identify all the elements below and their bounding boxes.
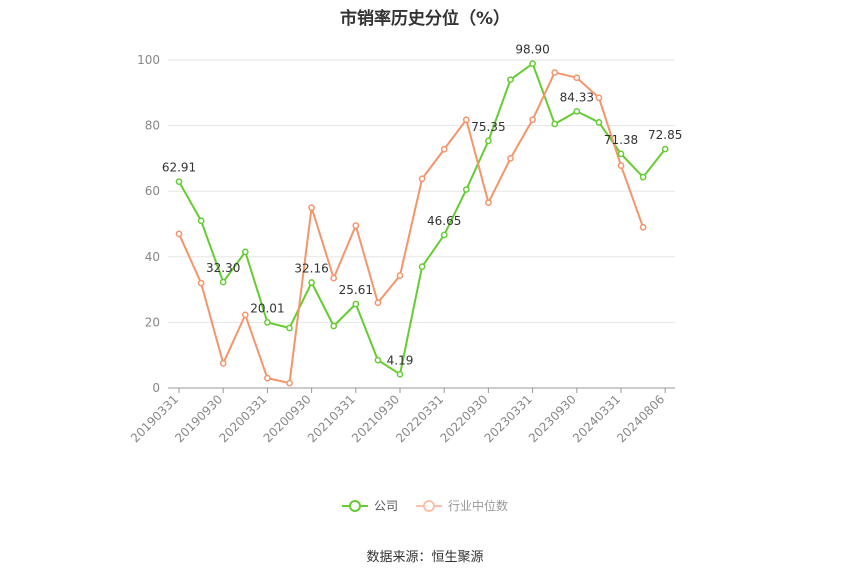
legend-label-company: 公司	[373, 499, 398, 513]
data-point	[440, 231, 448, 239]
data-point	[286, 379, 293, 387]
data-label: 98.90	[515, 43, 549, 57]
data-label: 25.61	[339, 283, 373, 297]
line-chart: 0 20 40 60 80 100 201903312019093020200331202…	[128, 43, 683, 446]
y-tick-label: 20	[145, 315, 160, 329]
data-point	[529, 60, 536, 67]
legend-swatch-industry-median	[416, 499, 442, 513]
data-label: 84.33	[560, 90, 594, 104]
x-axis: 2019033120190930202003312020093020210331…	[128, 387, 675, 445]
data-point	[573, 74, 581, 82]
legend-swatch-company	[341, 499, 368, 513]
data-point	[507, 76, 514, 84]
y-tick-label: 80	[145, 119, 160, 133]
y-axis: 0 20 40 60 80 100	[137, 53, 160, 395]
data-point	[264, 319, 271, 326]
data-labels: 62.91 32.30 20.01 32.16 25.61 4.19 46.65 75.35 9…	[162, 43, 683, 368]
data-point	[639, 223, 647, 231]
y-tick-label: 100	[137, 53, 160, 67]
data-label: 62.91	[162, 161, 196, 175]
data-label: 46.65	[427, 214, 461, 228]
data-label: 4.19	[387, 353, 414, 367]
y-tick-label: 0	[152, 381, 160, 395]
data-point	[286, 324, 293, 332]
data-point	[507, 155, 514, 162]
data-point	[485, 199, 492, 207]
data-point	[330, 274, 338, 282]
data-point	[396, 370, 404, 378]
data-point	[352, 300, 360, 308]
data-point	[485, 137, 492, 145]
data-point	[241, 248, 249, 256]
data-label: 32.16	[294, 262, 328, 276]
data-point	[175, 178, 183, 186]
data-point	[551, 120, 559, 128]
data-point	[374, 356, 382, 364]
legend: 公司 行业中位数	[0, 497, 850, 514]
data-point	[462, 186, 470, 193]
data-point	[396, 272, 404, 279]
data-point	[595, 94, 603, 102]
data-point	[175, 230, 183, 238]
legend-item-company[interactable]: 公司	[341, 497, 398, 514]
data-point	[352, 222, 360, 229]
data-point	[241, 311, 249, 319]
data-point	[308, 279, 315, 286]
legend-item-industry-median[interactable]: 行业中位数	[416, 497, 508, 514]
series-points	[175, 60, 669, 387]
data-label: 20.01	[250, 301, 284, 315]
data-point	[418, 175, 426, 183]
x-tick-label: 20240806	[614, 392, 667, 445]
series-line-1	[178, 71, 645, 385]
data-point	[418, 263, 426, 270]
data-point	[639, 173, 647, 181]
data-label: 75.35	[471, 120, 505, 134]
data-point	[219, 278, 227, 286]
data-point	[197, 217, 205, 225]
data-point	[330, 322, 338, 330]
data-point	[462, 116, 470, 124]
data-point	[440, 145, 448, 153]
series-lines	[178, 62, 666, 385]
data-point	[219, 360, 227, 367]
y-tick-label: 40	[145, 250, 160, 264]
data-source: 数据来源：恒生聚源	[366, 550, 484, 565]
data-point	[661, 145, 669, 153]
chart-title: 市销率历史分位（%）	[339, 9, 511, 29]
data-point	[264, 374, 271, 382]
legend-label-industry-median: 行业中位数	[448, 499, 509, 513]
data-point	[374, 299, 382, 307]
data-point	[529, 116, 536, 124]
data-point	[573, 108, 581, 115]
data-label: 32.30	[206, 261, 240, 275]
data-point	[197, 279, 205, 287]
y-tick-label: 60	[145, 184, 160, 198]
data-label: 72.85	[648, 128, 682, 142]
data-point	[617, 150, 625, 158]
grid-lines	[168, 59, 675, 323]
data-point	[595, 118, 603, 126]
data-point	[617, 162, 625, 169]
data-label: 71.38	[604, 133, 638, 147]
series-line-0	[178, 62, 666, 376]
data-point	[308, 204, 315, 211]
data-point	[551, 69, 559, 76]
